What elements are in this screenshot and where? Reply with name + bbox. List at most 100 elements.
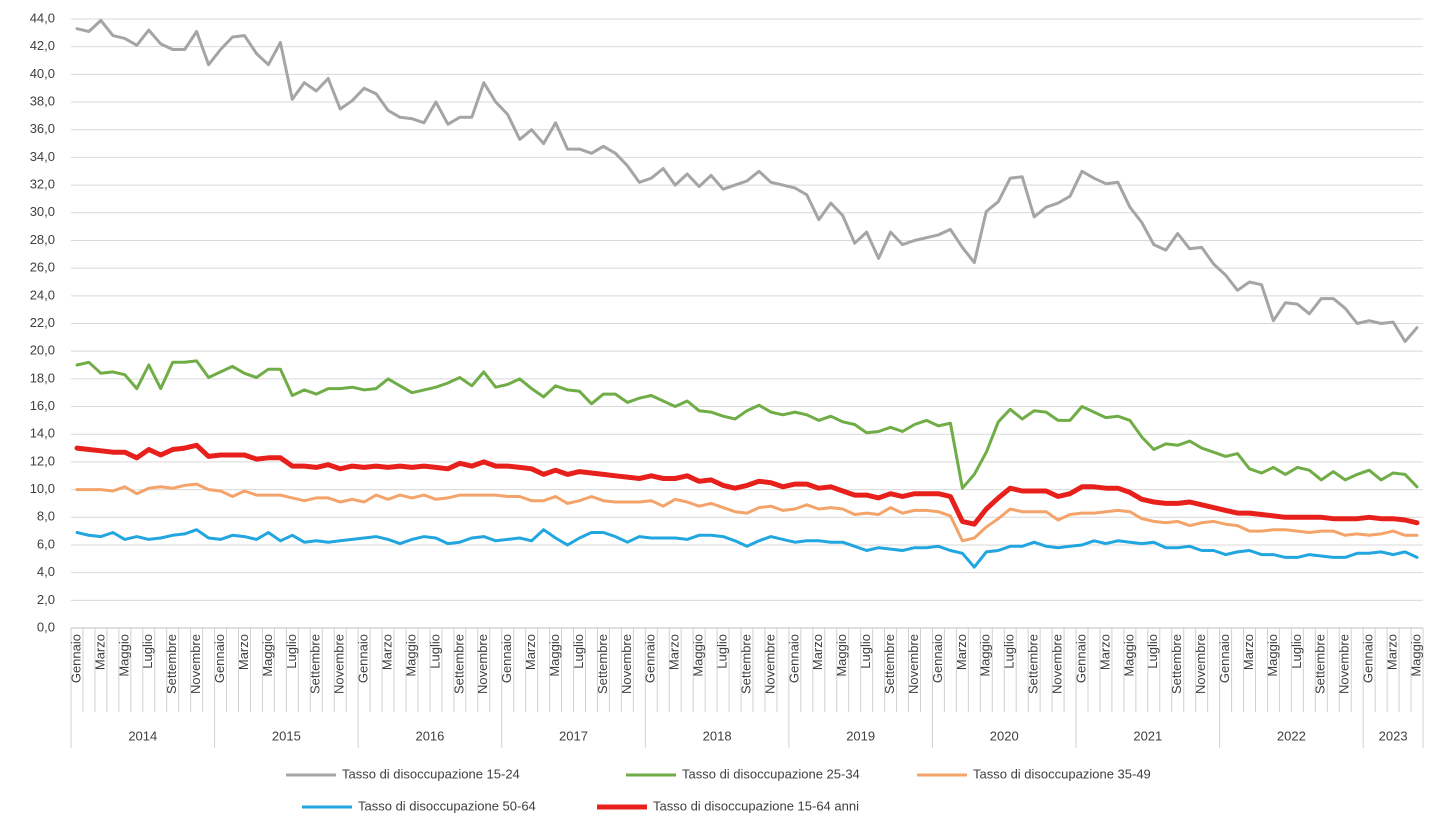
y-tick-label: 26,0 xyxy=(30,260,55,275)
x-tick-label: Maggio xyxy=(547,634,562,677)
legend-label: Tasso di disoccupazione 35-49 xyxy=(973,766,1151,781)
x-tick-label: Settembre xyxy=(882,634,897,694)
x-tick-label: Settembre xyxy=(164,634,179,694)
x-tick-label: Settembre xyxy=(308,634,323,694)
x-tick-label: Novembre xyxy=(762,634,777,694)
x-tick-label: Luglio xyxy=(1002,634,1017,669)
x-tick-label: Maggio xyxy=(1265,634,1280,677)
x-group-label: 2019 xyxy=(846,728,875,743)
x-tick-label: Maggio xyxy=(1408,634,1423,677)
y-tick-label: 10,0 xyxy=(30,481,55,496)
x-group-label: 2015 xyxy=(272,728,301,743)
x-tick-label: Marzo xyxy=(667,634,682,670)
y-tick-label: 18,0 xyxy=(30,370,55,385)
x-tick-label: Novembre xyxy=(1050,634,1065,694)
y-tick-label: 4,0 xyxy=(37,564,55,579)
x-tick-label: Novembre xyxy=(1193,634,1208,694)
series-line xyxy=(75,482,1419,543)
x-tick-label: Settembre xyxy=(738,634,753,694)
x-tick-label: Marzo xyxy=(810,634,825,670)
x-tick-label: Luglio xyxy=(284,634,299,669)
x-tick-label: Maggio xyxy=(834,634,849,677)
x-group-label: 2020 xyxy=(990,728,1019,743)
x-tick-label: Marzo xyxy=(236,634,251,670)
x-tick-label: Maggio xyxy=(1121,634,1136,677)
x-tick-label: Gennaio xyxy=(1361,634,1376,683)
y-tick-label: 6,0 xyxy=(37,536,55,551)
legend-label: Tasso di disoccupazione 50-64 xyxy=(358,798,536,813)
legend-label: Tasso di disoccupazione 25-34 xyxy=(682,766,860,781)
x-tick-label: Maggio xyxy=(116,634,131,677)
series-line xyxy=(75,359,1419,490)
y-tick-label: 22,0 xyxy=(30,315,55,330)
x-tick-label: Marzo xyxy=(523,634,538,670)
x-tick-label: Marzo xyxy=(92,634,107,670)
x-group-label: 2016 xyxy=(415,728,444,743)
x-tick-label: Settembre xyxy=(1313,634,1328,694)
x-tick-label: Maggio xyxy=(403,634,418,677)
x-tick-label: Marzo xyxy=(379,634,394,670)
x-tick-label: Luglio xyxy=(1289,634,1304,669)
x-tick-label: Gennaio xyxy=(68,634,83,683)
y-tick-label: 40,0 xyxy=(30,66,55,81)
y-tick-label: 2,0 xyxy=(37,592,55,607)
x-group-label: 2022 xyxy=(1277,728,1306,743)
y-tick-label: 16,0 xyxy=(30,398,55,413)
x-tick-label: Settembre xyxy=(451,634,466,694)
y-tick-label: 20,0 xyxy=(30,343,55,358)
x-tick-label: Maggio xyxy=(978,634,993,677)
x-tick-label: Luglio xyxy=(858,634,873,669)
series-line xyxy=(75,18,1419,343)
x-tick-label: Settembre xyxy=(595,634,610,694)
x-tick-label: Gennaio xyxy=(786,634,801,683)
x-tick-label: Luglio xyxy=(427,634,442,669)
x-tick-label: Marzo xyxy=(1241,634,1256,670)
x-tick-label: Gennaio xyxy=(499,634,514,683)
x-tick-label: Luglio xyxy=(1145,634,1160,669)
x-tick-label: Settembre xyxy=(1169,634,1184,694)
x-group-label: 2017 xyxy=(559,728,588,743)
x-tick-label: Novembre xyxy=(332,634,347,694)
legend-label: Tasso di disoccupazione 15-24 xyxy=(342,766,520,781)
x-group-label: 2018 xyxy=(703,728,732,743)
y-tick-label: 14,0 xyxy=(30,426,55,441)
y-tick-label: 44,0 xyxy=(30,10,55,25)
x-tick-label: Gennaio xyxy=(356,634,371,683)
x-group-label: 2023 xyxy=(1379,728,1408,743)
y-tick-label: 12,0 xyxy=(30,453,55,468)
x-tick-label: Novembre xyxy=(906,634,921,694)
x-group-label: 2014 xyxy=(128,728,157,743)
x-tick-label: Luglio xyxy=(715,634,730,669)
x-tick-label: Settembre xyxy=(1026,634,1041,694)
y-tick-label: 28,0 xyxy=(30,232,55,247)
y-tick-label: 0,0 xyxy=(37,619,55,634)
series-line xyxy=(74,442,1420,527)
x-tick-label: Maggio xyxy=(691,634,706,677)
y-tick-label: 32,0 xyxy=(30,177,55,192)
x-group-label: 2021 xyxy=(1133,728,1162,743)
y-tick-label: 24,0 xyxy=(30,287,55,302)
x-tick-label: Luglio xyxy=(140,634,155,669)
x-tick-label: Gennaio xyxy=(1073,634,1088,683)
x-tick-label: Gennaio xyxy=(930,634,945,683)
x-tick-label: Novembre xyxy=(1337,634,1352,694)
x-tick-label: Maggio xyxy=(260,634,275,677)
x-tick-label: Luglio xyxy=(571,634,586,669)
x-tick-label: Gennaio xyxy=(1217,634,1232,683)
y-tick-label: 8,0 xyxy=(37,509,55,524)
x-tick-label: Gennaio xyxy=(643,634,658,683)
y-tick-label: 38,0 xyxy=(30,93,55,108)
x-tick-label: Novembre xyxy=(619,634,634,694)
x-tick-label: Novembre xyxy=(475,634,490,694)
y-tick-label: 42,0 xyxy=(30,38,55,53)
x-tick-label: Novembre xyxy=(188,634,203,694)
x-tick-label: Marzo xyxy=(1097,634,1112,670)
x-tick-label: Gennaio xyxy=(212,634,227,683)
x-tick-label: Marzo xyxy=(954,634,969,670)
y-tick-label: 36,0 xyxy=(30,121,55,136)
series-line xyxy=(75,528,1419,569)
y-tick-label: 34,0 xyxy=(30,149,55,164)
x-tick-label: Marzo xyxy=(1385,634,1400,670)
